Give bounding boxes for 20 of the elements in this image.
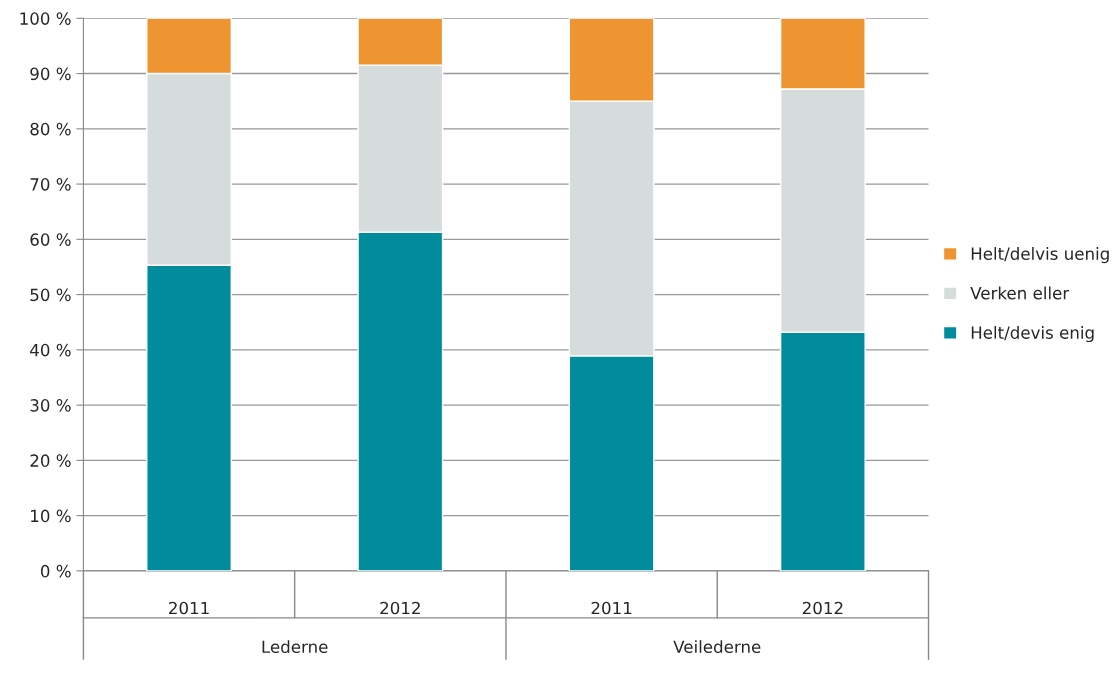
y-tick-label: 90 %: [30, 67, 71, 81]
y-tick-label: 50 %: [30, 288, 71, 302]
text: Lederne: [262, 640, 328, 654]
y-tick-label: 0 %: [40, 564, 71, 578]
y-tick-label: 60 %: [30, 233, 71, 246]
y-tick-label: 100 %: [20, 12, 71, 25]
y-tick-label: 10 %: [31, 509, 71, 523]
x-tick-label: 2011: [169, 601, 209, 615]
legend-label: Helt/delvis uenig: [971, 247, 1109, 264]
x-tick-label: 2012: [380, 601, 420, 615]
y-tick-label: 70 %: [30, 178, 71, 191]
legend-label: Verken eller: [970, 286, 1070, 300]
x-tick-label: 2011: [591, 601, 632, 615]
y-tick-label: 40 %: [30, 343, 71, 357]
legend-label: Helt/devis enig: [971, 325, 1094, 343]
y-tick-label: 30 %: [30, 399, 71, 412]
y-tick-label: 20 %: [30, 454, 71, 467]
text: Veilederne: [673, 640, 761, 654]
y-tick-label: 80 %: [30, 122, 71, 136]
x-tick-label: 2012: [802, 601, 843, 615]
